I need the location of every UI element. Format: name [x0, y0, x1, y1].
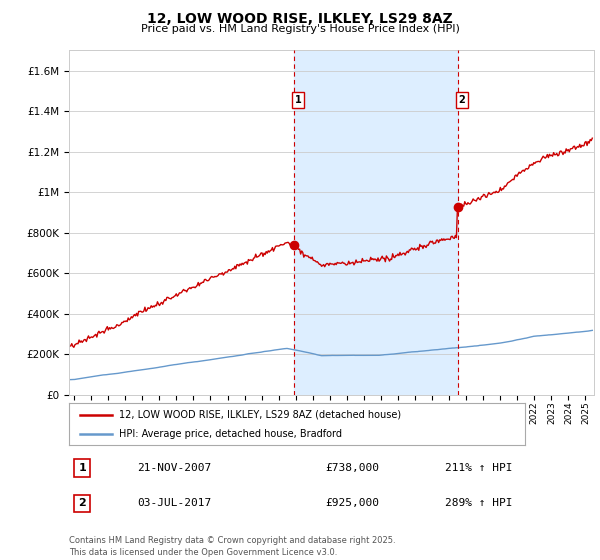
Text: 03-JUL-2017: 03-JUL-2017 [137, 498, 211, 508]
Text: 12, LOW WOOD RISE, ILKLEY, LS29 8AZ (detached house): 12, LOW WOOD RISE, ILKLEY, LS29 8AZ (det… [119, 409, 401, 419]
Text: 1: 1 [78, 463, 86, 473]
Text: £925,000: £925,000 [325, 498, 380, 508]
Text: 21-NOV-2007: 21-NOV-2007 [137, 463, 211, 473]
Text: 12, LOW WOOD RISE, ILKLEY, LS29 8AZ: 12, LOW WOOD RISE, ILKLEY, LS29 8AZ [147, 12, 453, 26]
Text: Price paid vs. HM Land Registry's House Price Index (HPI): Price paid vs. HM Land Registry's House … [140, 24, 460, 34]
Text: £738,000: £738,000 [325, 463, 380, 473]
Text: HPI: Average price, detached house, Bradford: HPI: Average price, detached house, Brad… [119, 429, 342, 439]
Text: 2: 2 [78, 498, 86, 508]
Text: 1: 1 [295, 95, 301, 105]
Text: 211% ↑ HPI: 211% ↑ HPI [445, 463, 512, 473]
Text: Contains HM Land Registry data © Crown copyright and database right 2025.
This d: Contains HM Land Registry data © Crown c… [69, 536, 395, 557]
Text: 2: 2 [458, 95, 465, 105]
Bar [294, 50, 458, 395]
Text: 289% ↑ HPI: 289% ↑ HPI [445, 498, 512, 508]
